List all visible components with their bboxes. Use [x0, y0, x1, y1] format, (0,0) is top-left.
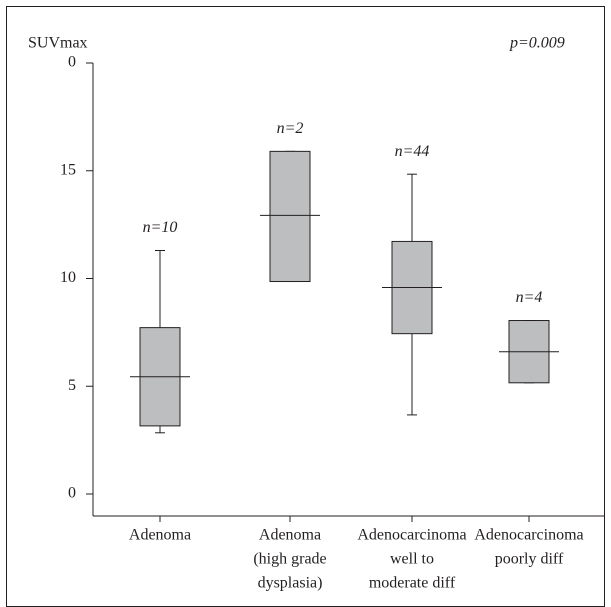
- x-tick-label: Adenoma: [259, 527, 321, 544]
- x-tick-label: dysplasia): [258, 575, 323, 592]
- y-tick-label: 0: [68, 485, 76, 502]
- y-tick-label: 15: [60, 161, 76, 178]
- x-tick-label: poorly diff: [495, 551, 564, 568]
- y-axis-title: SUVmax: [28, 35, 88, 52]
- x-tick-label: Adenocarcinoma: [474, 527, 583, 544]
- y-tick-label: 0: [68, 54, 76, 71]
- x-tick-label: moderate diff: [369, 575, 456, 592]
- y-tick-label: 10: [60, 269, 76, 286]
- x-tick-label: Adenoma: [129, 527, 191, 544]
- x-tick-label: Adenocarcinoma: [357, 527, 466, 544]
- y-tick-label: 5: [68, 377, 76, 394]
- n-label: n=2: [277, 120, 304, 137]
- p-value: p=0.009: [509, 35, 565, 52]
- x-tick-label: (high grade: [253, 551, 326, 568]
- n-label: n=44: [395, 143, 430, 160]
- n-label: n=4: [516, 289, 543, 306]
- box: [269, 150, 311, 283]
- n-label: n=10: [143, 219, 178, 236]
- x-tick-label: well to: [390, 551, 434, 568]
